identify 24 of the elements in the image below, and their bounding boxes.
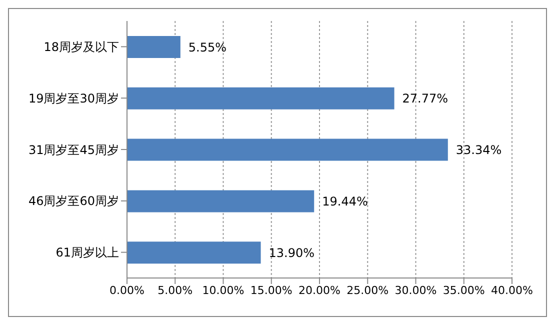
x-tick-label: 20.00% bbox=[298, 284, 340, 297]
x-tick-label: 35.00% bbox=[442, 284, 485, 297]
data-label: 5.55% bbox=[188, 40, 227, 54]
x-tick-label: 0.00% bbox=[110, 284, 144, 297]
bar bbox=[127, 190, 314, 212]
x-tick-label: 40.00% bbox=[491, 284, 533, 297]
bar bbox=[127, 36, 180, 58]
x-tick-label: 30.00% bbox=[394, 284, 437, 297]
y-tick-label: 46周岁至60周岁 bbox=[28, 194, 119, 208]
bar bbox=[127, 138, 448, 161]
data-label: 13.90% bbox=[268, 246, 315, 260]
data-label: 27.77% bbox=[402, 92, 448, 106]
x-tick-label: 10.00% bbox=[202, 284, 244, 297]
x-tick-label: 5.00% bbox=[158, 284, 193, 297]
y-tick-label: 31周岁至45周岁 bbox=[28, 142, 119, 157]
x-tick-label: 25.00% bbox=[346, 284, 389, 297]
y-tick-label: 19周岁至30周岁 bbox=[28, 91, 119, 106]
data-label: 33.34% bbox=[456, 143, 502, 158]
y-tick-label: 61周岁以上 bbox=[56, 246, 119, 260]
bar bbox=[127, 87, 394, 110]
data-label: 19.44% bbox=[322, 194, 368, 208]
x-tick-label: 15.00% bbox=[250, 284, 292, 297]
y-tick-label: 18周岁及以下 bbox=[44, 40, 119, 54]
bar bbox=[127, 242, 261, 264]
